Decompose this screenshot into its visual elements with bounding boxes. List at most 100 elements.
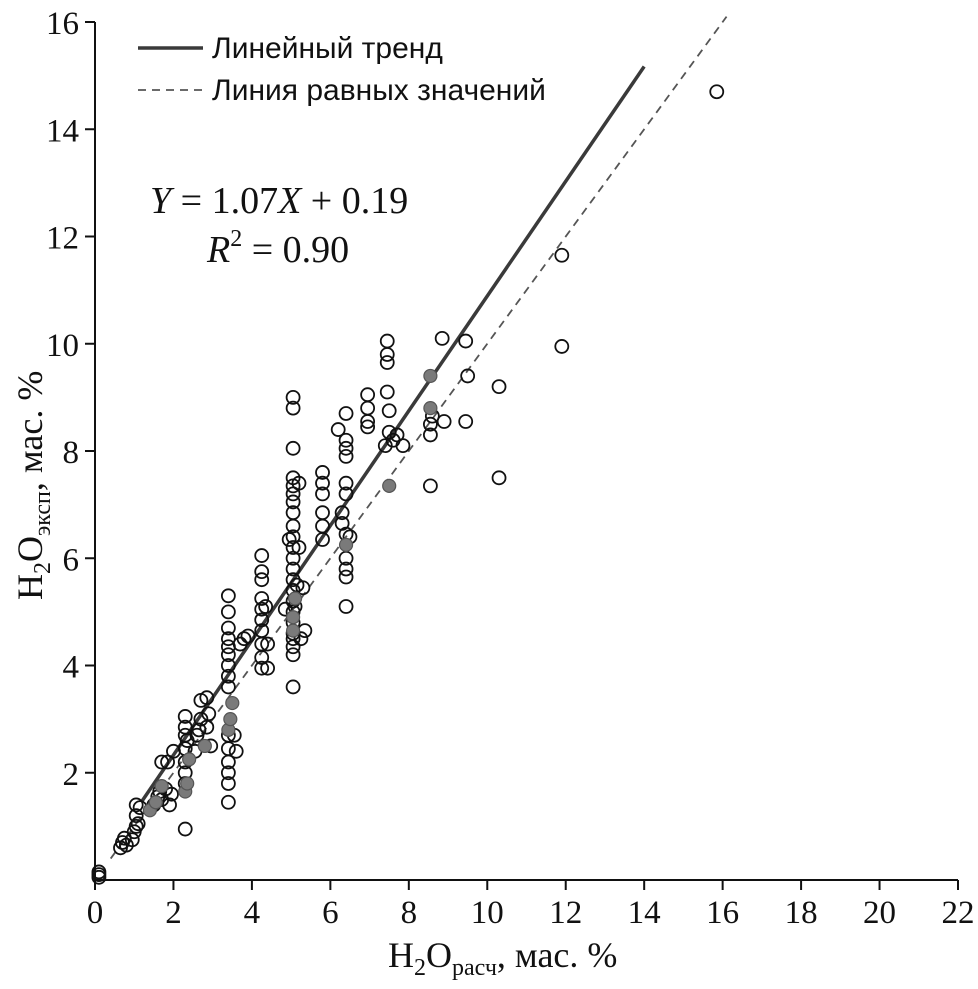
filled-data-point xyxy=(423,401,438,416)
x-tick-label: 0 xyxy=(87,895,104,931)
axes xyxy=(85,21,959,890)
open-data-point xyxy=(285,540,301,555)
y-tick-label: 8 xyxy=(63,435,80,471)
open-data-point xyxy=(260,660,276,676)
open-data-point xyxy=(220,588,236,604)
filled-data-point xyxy=(423,368,438,384)
open-data-point xyxy=(220,741,236,757)
open-data-point xyxy=(381,424,397,440)
x-tick-label: 16 xyxy=(706,895,739,931)
open-data-point xyxy=(220,765,236,781)
x-tick-label: 14 xyxy=(628,895,661,931)
filled-data-point xyxy=(182,752,197,767)
open-data-point xyxy=(338,569,354,585)
x-tick-label: 22 xyxy=(942,895,975,931)
open-data-point xyxy=(254,623,270,639)
x-tick-label: 20 xyxy=(863,895,896,931)
y-axis-title: H2Oэксп, мас. % xyxy=(10,371,56,600)
open-data-point xyxy=(128,797,144,813)
open-data-point xyxy=(124,832,140,848)
open-data-point xyxy=(220,668,236,684)
open-data-point xyxy=(130,816,146,832)
x-tick-label: 6 xyxy=(322,895,339,931)
open-data-point xyxy=(338,599,354,614)
regression-annotation: Y = 1.07X + 0.19 R2 = 0.90 xyxy=(150,180,408,271)
open-data-point xyxy=(436,414,452,429)
open-data-point xyxy=(285,400,301,416)
x-tick-label: 12 xyxy=(549,895,582,931)
x-tick-label: 2 xyxy=(165,895,182,931)
open-data-point xyxy=(291,475,307,491)
open-data-point xyxy=(395,438,411,454)
open-data-point xyxy=(293,631,309,647)
open-data-point xyxy=(191,722,207,738)
open-data-point xyxy=(285,679,301,695)
open-data-point xyxy=(360,400,376,416)
open-data-point xyxy=(291,540,307,555)
open-data-point xyxy=(709,84,725,100)
open-data-point xyxy=(381,403,397,419)
open-data-point xyxy=(254,572,270,588)
open-data-point xyxy=(254,564,270,580)
filled-data-point xyxy=(287,591,303,606)
y-tick-label: 14 xyxy=(46,113,79,149)
open-data-point xyxy=(254,591,270,606)
open-data-point xyxy=(491,470,507,486)
open-data-point xyxy=(338,448,354,464)
open-data-point xyxy=(422,427,438,443)
open-data-point xyxy=(177,709,193,724)
open-data-point xyxy=(128,818,144,834)
open-data-point xyxy=(220,647,236,663)
open-data-point xyxy=(285,647,301,663)
legend-label-trend: Линейный тренд xyxy=(212,32,443,65)
data-points xyxy=(91,84,725,885)
open-data-point xyxy=(295,580,311,596)
open-data-point xyxy=(338,561,354,577)
open-data-point xyxy=(254,660,270,676)
open-data-point xyxy=(285,494,301,510)
open-data-point xyxy=(338,406,354,421)
open-data-point xyxy=(315,465,330,480)
open-data-point xyxy=(285,505,301,521)
open-data-point xyxy=(220,776,236,791)
x-tick-label: 4 xyxy=(244,895,261,931)
open-data-point xyxy=(201,706,217,722)
open-data-point xyxy=(220,794,236,810)
open-data-point xyxy=(154,754,170,770)
x-axis-title: H2Oрасч, мас. % xyxy=(388,935,617,981)
x-tick-label: 8 xyxy=(401,895,418,931)
open-data-point xyxy=(458,414,474,429)
open-data-point xyxy=(220,620,236,636)
open-data-point xyxy=(434,330,450,346)
legend-label-equal: Линия равных значений xyxy=(212,74,546,107)
open-data-point xyxy=(315,475,330,491)
open-data-point xyxy=(334,505,350,521)
open-data-point xyxy=(254,612,270,628)
open-data-point xyxy=(315,486,330,502)
open-data-point xyxy=(338,486,354,502)
filled-data-point xyxy=(285,623,301,638)
open-data-point xyxy=(220,631,236,647)
x-tick-label: 18 xyxy=(785,895,818,931)
open-data-point xyxy=(379,347,395,362)
open-data-point xyxy=(338,475,354,491)
filled-data-point xyxy=(180,776,195,791)
open-data-point xyxy=(128,808,144,824)
open-data-point xyxy=(91,864,107,880)
open-data-point xyxy=(254,548,270,563)
open-data-point xyxy=(220,604,236,620)
y-tick-label: 12 xyxy=(46,221,79,257)
y-tick-label: 6 xyxy=(63,542,80,578)
open-data-point xyxy=(338,440,354,456)
open-data-point xyxy=(377,438,393,454)
y-tick-label: 16 xyxy=(46,6,79,42)
open-data-point xyxy=(228,743,244,759)
open-data-point xyxy=(379,333,395,349)
open-data-point xyxy=(460,368,476,384)
open-data-point xyxy=(330,422,346,437)
legend: Линейный тренд Линия равных значений xyxy=(138,32,546,107)
y-tick-label: 4 xyxy=(63,650,80,686)
open-data-point xyxy=(258,599,274,614)
